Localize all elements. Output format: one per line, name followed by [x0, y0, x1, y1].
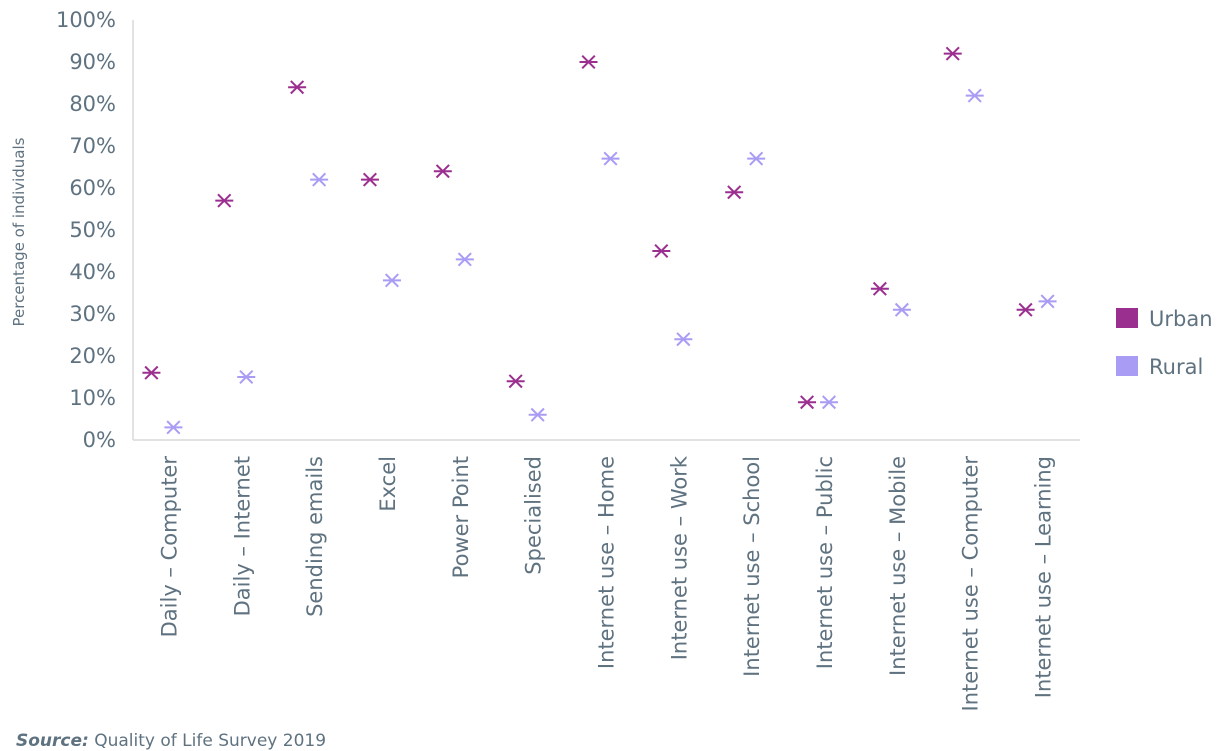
x-tick-label: Internet use – Work [667, 455, 691, 660]
x-tick-label: Excel [376, 456, 400, 512]
x-tick-label: Internet use – Computer [959, 456, 983, 712]
legend-label-rural: Rural [1149, 355, 1203, 379]
x-tick-label: Internet use – School [740, 456, 764, 677]
axes [132, 20, 1080, 441]
point-rural [747, 151, 766, 166]
point-urban [798, 395, 817, 410]
point-rural [601, 151, 620, 166]
legend-swatch-urban [1116, 308, 1138, 328]
y-axis-ticks: 0% 10% 20% 30% 40% 50% 60% 70% 80% 90% 100% [56, 8, 116, 452]
point-rural [674, 332, 693, 347]
point-rural [965, 88, 984, 103]
point-rural [892, 302, 911, 317]
legend: Urban Rural [1116, 307, 1213, 379]
y-tick-label: 10% [69, 386, 116, 410]
y-tick-label: 90% [69, 50, 116, 74]
y-tick-label: 50% [69, 218, 116, 242]
y-tick-label: 40% [69, 260, 116, 284]
point-rural [820, 395, 839, 410]
point-rural [164, 420, 183, 435]
y-axis-label-group: Percentage of individuals [10, 137, 28, 326]
point-urban [142, 365, 161, 380]
point-rural [528, 407, 547, 422]
y-tick-label: 60% [69, 176, 116, 200]
point-urban [215, 193, 234, 208]
x-tick-label: Internet use – Learning [1032, 456, 1056, 698]
point-rural [237, 369, 256, 385]
x-tick-label: Power Point [449, 456, 473, 578]
point-rural [1038, 294, 1057, 309]
legend-label-urban: Urban [1149, 307, 1213, 331]
x-tick-label: Daily – Internet [230, 456, 254, 616]
point-rural [310, 172, 329, 187]
source-text: Quality of Life Survey 2019 [94, 731, 327, 751]
y-axis-label: Percentage of individuals [10, 137, 28, 326]
point-urban [652, 243, 671, 259]
point-rural [455, 252, 474, 267]
x-axis-categories: Daily – Computer Daily – Internet Sending … [157, 455, 1055, 711]
x-tick-label: Internet use – Mobile [886, 456, 910, 676]
point-urban [725, 185, 744, 200]
y-tick-label: 100% [56, 8, 116, 32]
point-rural [382, 273, 401, 288]
x-tick-label: Daily – Computer [157, 456, 181, 638]
y-tick-label: 30% [69, 302, 116, 326]
y-tick-label: 0% [83, 428, 116, 452]
x-tick-label: Internet use – Home [595, 456, 619, 669]
x-tick-label: Specialised [522, 456, 546, 575]
x-tick-label: Internet use – Public [813, 456, 837, 669]
source-note: Source: Quality of Life Survey 2019 [16, 731, 326, 751]
point-urban [288, 80, 307, 95]
point-urban [1016, 302, 1035, 317]
y-tick-label: 70% [69, 134, 116, 158]
point-urban [360, 172, 379, 187]
point-urban [506, 374, 525, 389]
point-urban [433, 164, 452, 179]
point-urban [943, 46, 962, 61]
data-points [142, 46, 1057, 435]
point-urban [579, 54, 598, 70]
y-tick-label: 20% [69, 344, 116, 368]
point-urban [870, 281, 889, 296]
legend-swatch-rural [1116, 356, 1138, 376]
y-tick-label: 80% [69, 92, 116, 116]
source-label: Source: [16, 731, 89, 751]
x-tick-label: Sending emails [303, 456, 327, 617]
